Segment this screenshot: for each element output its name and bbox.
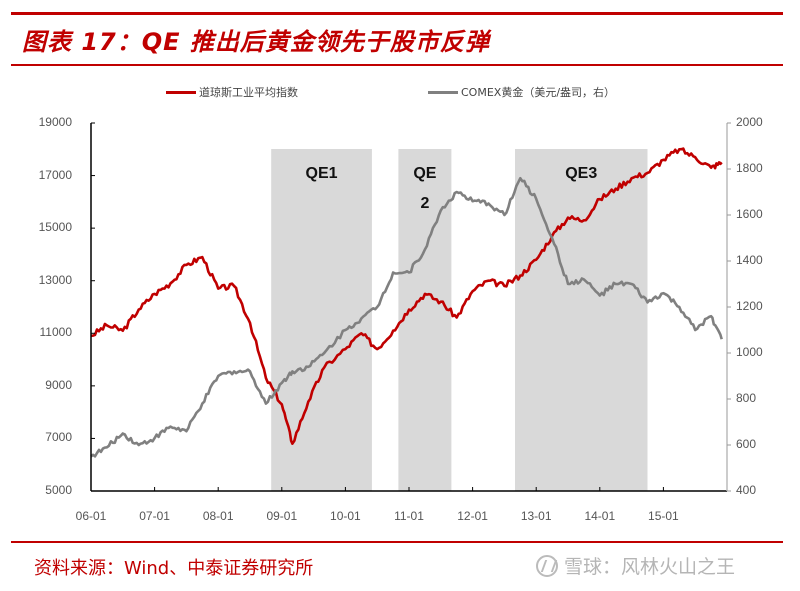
- y-right-tick-label: 1600: [736, 207, 763, 221]
- x-tick-label: 10-01: [330, 509, 361, 523]
- footer-rule: [11, 541, 783, 543]
- source-note: 资料来源：Wind、中泰证券研究所: [34, 558, 314, 579]
- y-left-tick-label: 5000: [45, 483, 72, 497]
- dow-line: [90, 147, 723, 446]
- y-left-tick-label: 17000: [38, 167, 72, 182]
- x-tick-label: 14-01: [584, 509, 616, 523]
- y-left-tick-label: 11000: [39, 325, 72, 340]
- x-tick-label: 13-01: [520, 509, 552, 523]
- y-left-tick-label: 9000: [45, 377, 72, 392]
- watermark-text: 雪球：风林火山之王: [564, 556, 736, 578]
- gold-line: [90, 176, 723, 458]
- x-tick-label: 09-01: [266, 509, 298, 523]
- y-left-tick-label: 7000: [45, 430, 72, 445]
- legend-swatch-dow: [166, 90, 196, 94]
- qe-label-2: 2: [420, 195, 429, 212]
- x-tick-label: 11-01: [394, 509, 424, 523]
- title-underline: [11, 64, 783, 66]
- y-right-tick-label: 600: [736, 437, 757, 451]
- x-tick-label: 07-01: [139, 509, 170, 523]
- x-tick-label: 12-01: [457, 509, 488, 523]
- y-left-tick-label: 13000: [38, 272, 72, 287]
- y-right-tick-label: 400: [736, 483, 757, 497]
- chart-title: 图表 17：QE 推出后黄金领先于股市反弹: [22, 28, 490, 56]
- y-right-tick-label: 1000: [736, 345, 763, 359]
- qe-label-3: QE3: [565, 165, 597, 182]
- y-right-tick-label: 1800: [736, 161, 763, 175]
- y-left-tick-label: 15000: [38, 220, 72, 235]
- legend-gold: COMEX黄金（美元/盎司，右）: [428, 84, 615, 100]
- legend-dow: 道琼斯工业平均指数: [166, 84, 298, 100]
- legend-label-dow: 道琼斯工业平均指数: [199, 86, 298, 99]
- y-right-tick-label: 2000: [736, 115, 763, 129]
- y-right-tick-label: 1400: [736, 253, 763, 267]
- snowball-logo-icon: [536, 554, 558, 577]
- top-rule: [11, 12, 783, 15]
- legend-label-gold: COMEX黄金（美元/盎司，右）: [461, 86, 616, 99]
- y-right-tick-label: 1200: [736, 299, 763, 313]
- qe-label-1: QE1: [306, 165, 338, 182]
- qe-shade-3: [515, 149, 648, 491]
- y-left-tick-label: 19000: [38, 115, 72, 129]
- qe-label-2: QE: [413, 165, 436, 182]
- x-tick-label: 08-01: [202, 509, 234, 523]
- watermark: 雪球：风林火山之王: [536, 552, 735, 579]
- x-tick-label: 15-01: [648, 509, 679, 523]
- qe-shade-1: [271, 149, 372, 491]
- legend-swatch-gold: [428, 90, 458, 94]
- y-right-tick-label: 800: [736, 391, 757, 405]
- x-tick-label: 06-01: [75, 509, 107, 523]
